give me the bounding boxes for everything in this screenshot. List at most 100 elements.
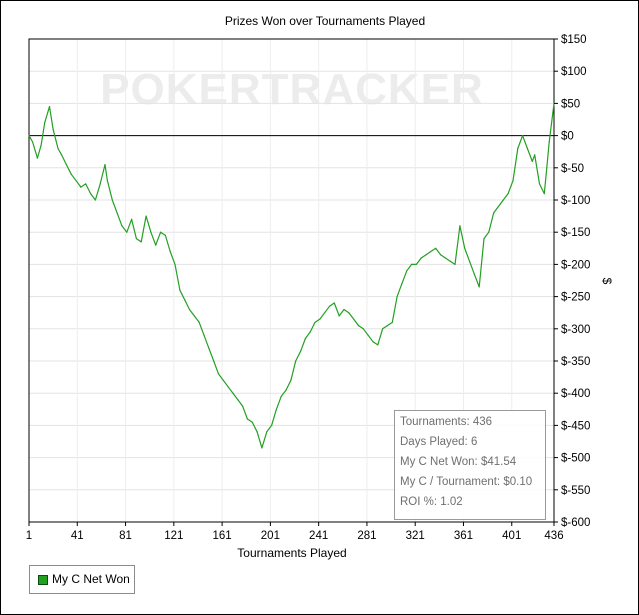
data-point — [61, 154, 63, 156]
data-point — [493, 212, 495, 214]
data-point — [198, 321, 200, 323]
y-axis-ticks: $150 $100 $50 $0 $-50 $-100 $-150 $-200 $-250 $-3… — [554, 34, 590, 529]
data-point — [304, 337, 306, 340]
data-point — [232, 392, 234, 394]
data-point — [343, 308, 345, 311]
x-tick-label: 81 — [119, 530, 132, 542]
y-tick-label: $-200 — [561, 259, 590, 271]
data-point — [459, 225, 461, 227]
data-point — [319, 318, 321, 320]
data-point — [145, 215, 147, 217]
legend-label: My C Net Won — [52, 572, 130, 586]
data-point — [280, 395, 282, 397]
data-point — [430, 250, 432, 253]
x-tick-label: 281 — [357, 530, 376, 542]
y-axis-title: $ — [600, 278, 614, 285]
data-point — [488, 231, 490, 233]
data-point — [271, 424, 273, 426]
data-point — [193, 315, 195, 317]
data-point — [449, 260, 451, 262]
data-point — [333, 302, 335, 304]
data-point — [150, 231, 152, 233]
x-tick-label: 161 — [213, 530, 232, 542]
data-point — [70, 173, 72, 175]
x-tick-label: 201 — [261, 530, 280, 542]
data-point — [357, 325, 360, 327]
data-point — [256, 431, 258, 433]
stat-line: Tournaments: 436 — [400, 416, 493, 428]
x-tick-label: 121 — [164, 530, 183, 542]
data-point — [473, 273, 475, 275]
data-point — [348, 312, 350, 314]
data-point — [309, 331, 311, 333]
data-point — [116, 212, 118, 214]
data-point — [546, 167, 548, 169]
data-point — [261, 447, 263, 449]
data-point — [121, 225, 123, 227]
legend: My C Net Won — [29, 565, 135, 594]
data-point — [213, 360, 215, 362]
x-tick-label: 1 — [26, 530, 32, 542]
data-point — [184, 299, 186, 301]
data-point — [217, 373, 220, 375]
x-tick-label: 41 — [71, 530, 84, 542]
data-point — [483, 238, 485, 240]
y-tick-label: $-350 — [561, 356, 590, 368]
data-point — [507, 193, 509, 195]
plot-area — [28, 38, 555, 523]
data-point — [415, 263, 417, 265]
y-tick-label: $-450 — [561, 420, 590, 432]
data-point — [80, 186, 82, 188]
data-point — [222, 379, 224, 381]
x-tick-label: 321 — [406, 530, 425, 542]
y-tick-label: $-250 — [561, 292, 590, 304]
data-point — [382, 328, 384, 330]
data-point — [444, 257, 446, 259]
data-point — [242, 405, 244, 407]
x-tick-label: 241 — [309, 530, 328, 542]
data-point — [40, 144, 42, 146]
data-point — [174, 263, 176, 265]
data-point — [85, 183, 87, 185]
data-point — [526, 147, 529, 150]
data-point — [353, 318, 355, 320]
data-point — [179, 289, 181, 291]
data-point — [160, 231, 162, 233]
x-axis-title: Tournaments Played — [237, 546, 346, 560]
chart-title: Prizes Won over Tournaments Played — [225, 14, 425, 28]
data-point — [208, 347, 210, 349]
y-tick-label: $-400 — [561, 388, 590, 400]
y-tick-label: $-50 — [561, 163, 584, 175]
data-point — [36, 157, 39, 159]
data-point — [290, 379, 292, 381]
data-point — [246, 418, 248, 420]
data-point — [106, 180, 108, 182]
data-point — [512, 180, 514, 182]
data-point — [478, 286, 480, 288]
data-point — [140, 241, 142, 243]
data-point — [386, 325, 388, 327]
data-point — [440, 254, 442, 256]
data-point — [324, 312, 326, 314]
data-point — [90, 193, 92, 195]
data-point — [275, 408, 277, 410]
data-point — [534, 154, 536, 156]
data-point — [203, 334, 205, 336]
data-point — [266, 431, 268, 433]
data-point — [517, 147, 519, 150]
data-point — [391, 321, 393, 323]
x-tick-label: 361 — [454, 530, 473, 542]
data-point — [497, 205, 500, 207]
x-axis-ticks: 1 41 81 121 161 201 241 281 321 361 401 436 — [26, 522, 564, 542]
data-point — [454, 263, 456, 265]
y-tick-label: $-600 — [561, 517, 590, 529]
data-point — [372, 341, 374, 343]
data-point — [155, 244, 157, 246]
data-point — [94, 199, 96, 201]
y-tick-label: $-100 — [561, 195, 590, 207]
y-tick-label: $0 — [561, 131, 574, 143]
data-point — [548, 141, 550, 143]
data-point — [131, 218, 133, 220]
stat-line: Days Played: 6 — [400, 436, 478, 448]
data-point — [396, 296, 398, 298]
